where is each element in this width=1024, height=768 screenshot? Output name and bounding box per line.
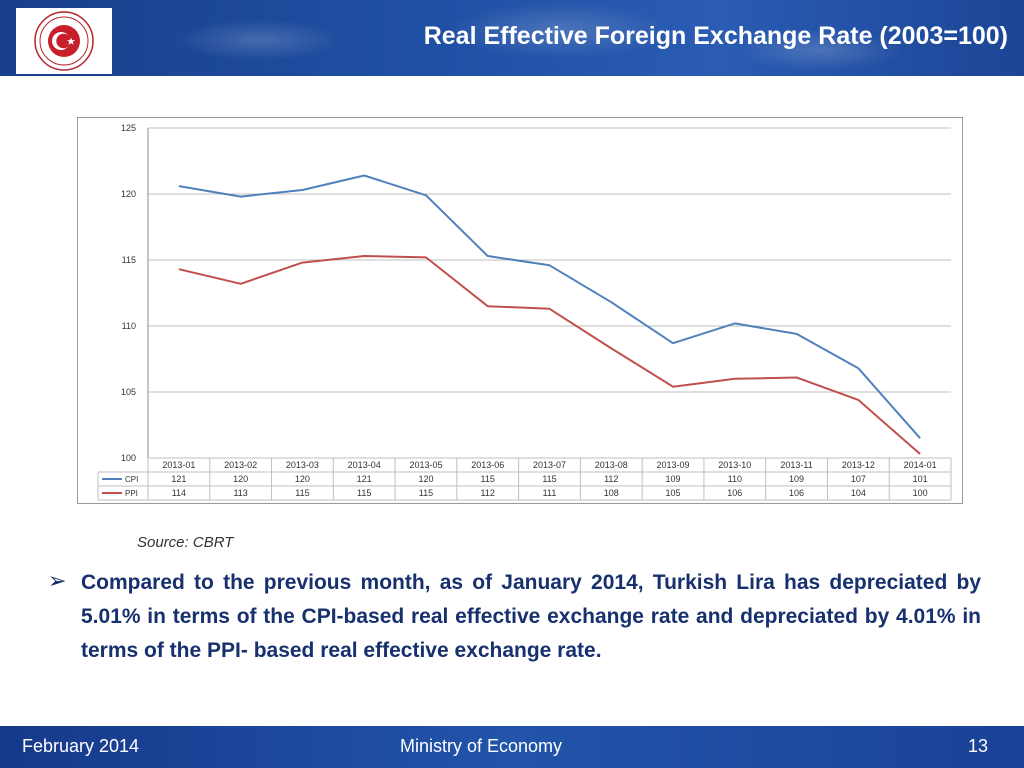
y-tick-label: 115 (122, 255, 136, 265)
table-value-label: 104 (851, 488, 866, 498)
x-tick-label: 2013-09 (657, 460, 690, 470)
table-value-label: 112 (604, 474, 618, 484)
table-value-label: 115 (419, 488, 433, 498)
footer-date: February 2014 (22, 736, 140, 756)
x-tick-label: 2013-12 (842, 460, 875, 470)
table-value-label: 115 (481, 474, 495, 484)
table-value-label: 112 (481, 488, 495, 498)
table-value-label: 111 (543, 488, 557, 498)
table-value-label: 107 (851, 474, 866, 484)
table-value-label: 115 (542, 474, 556, 484)
y-tick-label: 120 (121, 189, 136, 199)
y-tick-label: 100 (121, 453, 136, 463)
x-tick-label: 2013-10 (718, 460, 751, 470)
series-line-ppi (178, 255, 921, 455)
world-map-background (0, 0, 1024, 76)
chart-frame: 125 120 115 110 105 100 2013-01 2013-02 2013-03 2… (77, 117, 963, 504)
page-number: 13 (967, 736, 988, 756)
ministry-seal-logo (34, 11, 94, 71)
table-value-label: 108 (604, 488, 619, 498)
table-value-label: 109 (666, 474, 681, 484)
table-value-label: 109 (789, 474, 804, 484)
footer-ministry: Ministry of Economy (400, 736, 563, 756)
x-tick-label: 2013-04 (348, 460, 381, 470)
x-tick-label: 2013-03 (286, 460, 319, 470)
x-tick-label: 2014-01 (904, 460, 937, 470)
footer-bar: February 2014 Ministry of Economy 13 (0, 726, 1024, 768)
arrow-bullet-icon: ➢ (48, 568, 67, 593)
y-tick-label: 125 (121, 123, 136, 133)
x-tick-label: 2013-08 (595, 460, 628, 470)
y-tick-label: 105 (121, 387, 136, 397)
x-tick-label: 2013-07 (533, 460, 566, 470)
table-value-label: 115 (357, 488, 371, 498)
table-value-label: 114 (172, 488, 186, 498)
x-tick-label: 2013-01 (162, 460, 195, 470)
table-value-label: 121 (357, 474, 372, 484)
legend-label: CPI (125, 475, 138, 484)
table-value-label: 121 (171, 474, 186, 484)
table-value-label: 120 (418, 474, 433, 484)
x-tick-label: 2013-11 (780, 460, 812, 470)
table-value-label: 115 (295, 488, 309, 498)
table-value-label: 106 (789, 488, 804, 498)
page-title: Real Effective Foreign Exchange Rate (20… (423, 22, 1008, 50)
table-value-label: 113 (233, 488, 247, 498)
source-note: Source: CBRT (137, 534, 234, 551)
series-line-cpi (178, 174, 921, 439)
table-value-label: 101 (913, 474, 928, 484)
x-tick-label: 2013-06 (471, 460, 504, 470)
y-tick-label: 110 (122, 321, 136, 331)
legend-label: PPI (125, 489, 138, 498)
line-chart: 125 120 115 110 105 100 2013-01 2013-02 2013-03 2… (97, 123, 952, 501)
table-value-label: 105 (666, 488, 681, 498)
table-value-label: 120 (233, 474, 248, 484)
table-value-label: 120 (295, 474, 310, 484)
x-tick-label: 2013-02 (224, 460, 257, 470)
x-tick-label: 2013-05 (409, 460, 442, 470)
table-value-label: 110 (728, 474, 742, 484)
table-value-label: 106 (727, 488, 742, 498)
summary-text: Compared to the previous month, as of Ja… (81, 571, 981, 662)
header-banner: Real Effective Foreign Exchange Rate (20… (0, 0, 1024, 76)
table-value-label: 100 (913, 488, 928, 498)
logo-box (16, 8, 112, 74)
